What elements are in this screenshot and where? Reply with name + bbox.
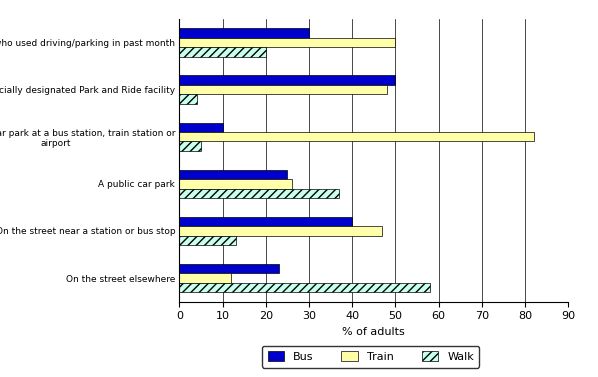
Bar	[179, 75, 395, 85]
Bar	[179, 273, 231, 283]
Bar	[179, 236, 236, 245]
Bar	[179, 94, 197, 104]
Bar	[179, 47, 266, 57]
Bar	[179, 264, 279, 273]
Bar	[179, 188, 339, 198]
Legend: Bus, Train, Walk: Bus, Train, Walk	[262, 346, 480, 368]
Bar	[179, 132, 533, 141]
Bar	[179, 283, 430, 292]
Bar	[179, 28, 309, 38]
X-axis label: % of adults: % of adults	[343, 327, 405, 337]
Bar	[179, 217, 352, 226]
Bar	[179, 123, 222, 132]
Bar	[179, 170, 288, 179]
Bar	[179, 141, 201, 151]
Bar	[179, 85, 387, 94]
Bar	[179, 226, 382, 236]
Bar	[179, 38, 395, 47]
Bar	[179, 179, 292, 188]
